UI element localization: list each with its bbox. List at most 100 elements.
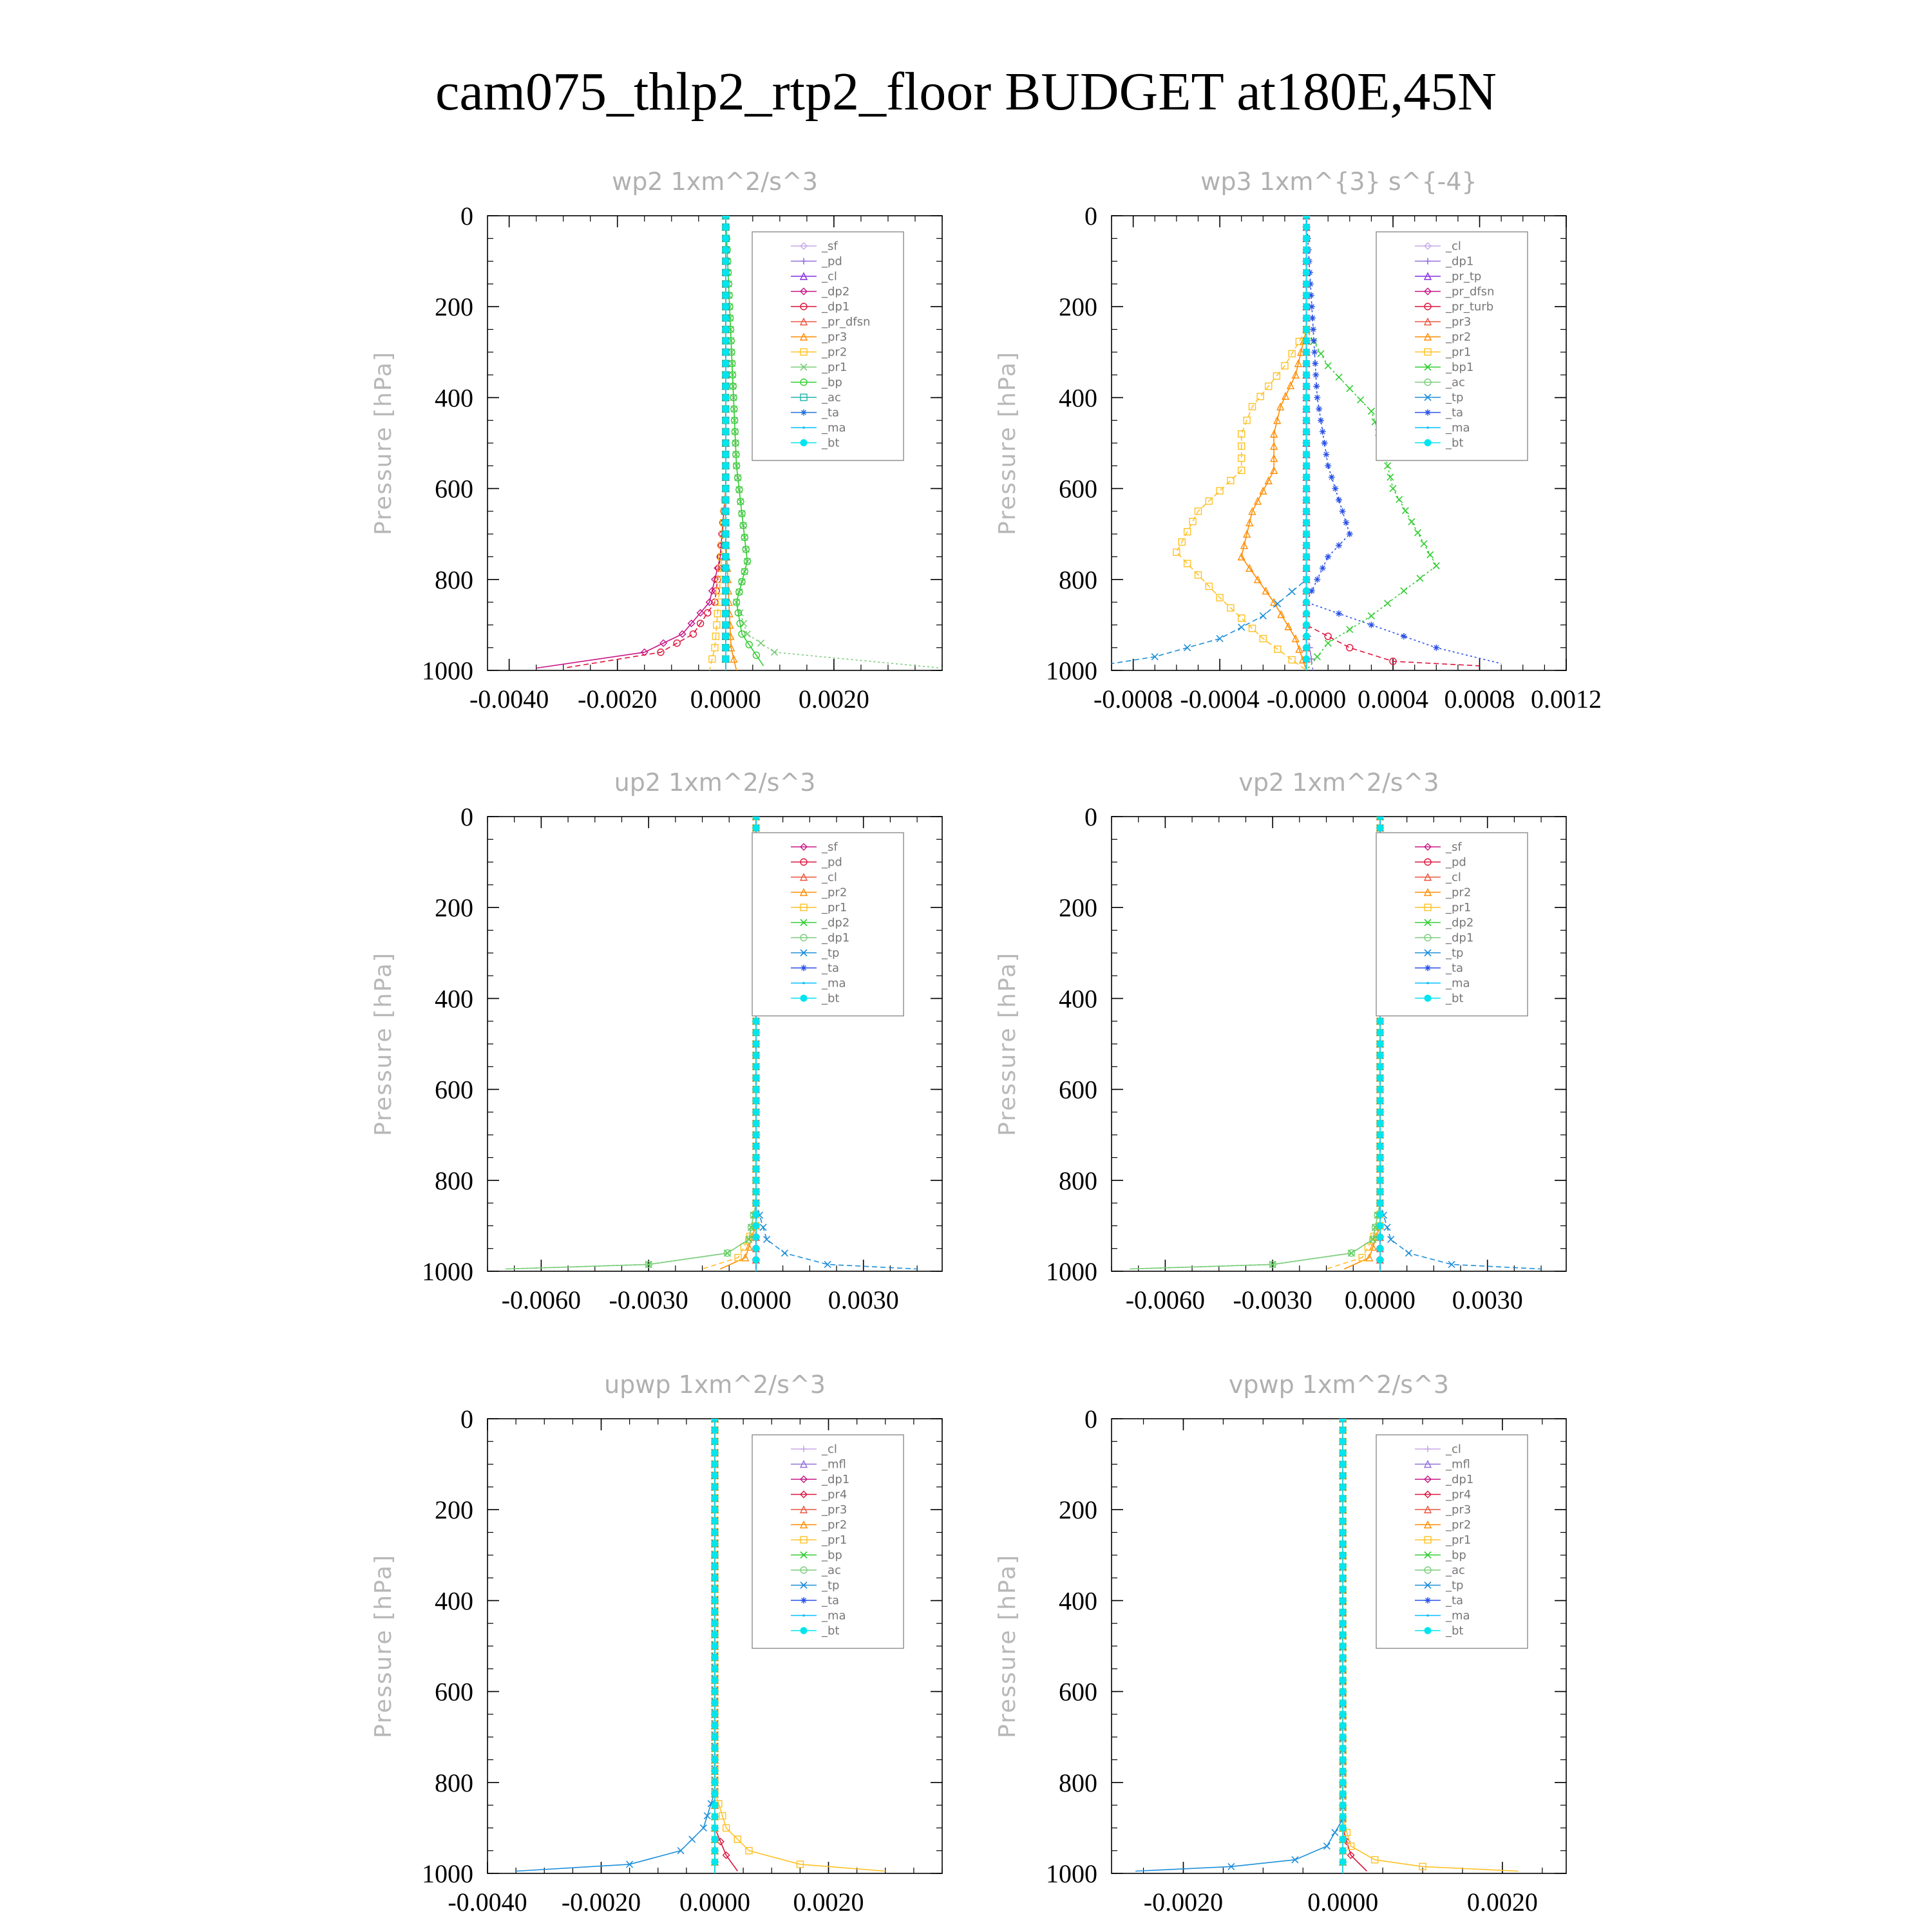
series-marker-bt [1339, 1654, 1347, 1662]
series-marker-bt [1339, 1562, 1347, 1570]
series-marker-bt [711, 1631, 719, 1638]
series-marker-tp [1151, 653, 1159, 661]
panel-4: vp2 1xm^2/s^3 Pressure [hPa] -0.0060 -0.003… [994, 768, 1567, 1314]
series-marker-bt [1376, 1177, 1384, 1184]
series-marker-bt [752, 1063, 760, 1070]
y-tick-label: 200 [1059, 1495, 1097, 1524]
legend-entry: _pd [821, 255, 842, 269]
legend-entry: _ta [1445, 406, 1463, 420]
series-marker-pr2 [1273, 416, 1282, 424]
y-tick-label: 400 [435, 984, 473, 1013]
legend: _sf _pd_cl _dp2_dp1 _pr_dfsn_pr3 _pr2 _pr1 _bp… [752, 231, 904, 461]
series-marker-pr1 [1238, 454, 1245, 462]
series-marker-pr2 [1245, 518, 1254, 527]
y-tick-label: 0 [1084, 1405, 1097, 1434]
legend-entry: _pr1 [1445, 346, 1471, 359]
series-marker-bt [752, 1154, 760, 1161]
legend-marker [800, 1627, 808, 1634]
panel-title: up2 1xm^2/s^3 [614, 768, 816, 797]
series-marker-pr1 [1347, 1842, 1355, 1850]
legend-marker [800, 1536, 808, 1544]
legend-marker [799, 887, 808, 896]
legend-marker [800, 1597, 807, 1604]
series-marker-bt [1303, 326, 1311, 333]
legend-marker [1425, 1597, 1431, 1604]
x-tick-label: 0.0000 [690, 685, 761, 714]
series-marker-bt [722, 439, 730, 447]
legend-marker [1426, 981, 1429, 985]
series-marker-bt [722, 326, 730, 333]
series-marker-bt [722, 610, 730, 618]
legend-marker [1426, 1614, 1429, 1617]
series-marker-pr1 [1238, 614, 1245, 622]
series-marker-ta [1336, 542, 1342, 549]
y-tick-label: 800 [435, 565, 473, 594]
series-marker-pr2 [1240, 541, 1249, 549]
series-marker-bt [711, 1551, 719, 1559]
legend-entry: _ac [1445, 1564, 1465, 1577]
series-marker-bt [722, 485, 730, 493]
series-marker-bp [741, 567, 748, 576]
series-marker-bt [1376, 1222, 1384, 1229]
series-marker-bt [711, 1835, 719, 1843]
legend-marker [800, 1566, 808, 1574]
legend-marker [800, 1490, 808, 1499]
series-marker-bp1 [1387, 473, 1394, 481]
series-marker-bt [711, 1779, 719, 1786]
legend-marker [1424, 994, 1432, 1002]
series-marker-bp1 [1414, 529, 1422, 536]
series-marker-pr_turb [1389, 658, 1397, 665]
legend-entry: _cl [821, 1443, 837, 1456]
legend-marker [800, 994, 808, 1002]
series-marker-pr1 [1256, 392, 1264, 401]
series-marker-bt [711, 1596, 719, 1604]
series-marker-bt [722, 530, 730, 538]
series-marker-pr1 [1194, 507, 1202, 515]
series-marker-bt [711, 1426, 719, 1434]
x-tick-label: -0.0030 [1233, 1285, 1312, 1314]
series-marker-bp1 [1432, 562, 1440, 570]
series-marker-bp1 [1317, 350, 1325, 357]
series-marker-pr2 [1286, 381, 1295, 390]
legend-marker [1423, 873, 1432, 881]
legend-marker [1424, 393, 1432, 401]
series-marker-pr1 [1343, 1828, 1351, 1837]
series-marker-pr2 [713, 621, 721, 629]
legend-marker [1424, 1475, 1432, 1483]
series-marker-pr1 [1265, 383, 1273, 390]
y-tick-label: 200 [435, 1495, 473, 1524]
series-marker-bt [1339, 1620, 1347, 1627]
legend-entry: _bt [821, 437, 839, 450]
series-marker-ta [1312, 372, 1320, 379]
series-marker-ta [1308, 303, 1315, 310]
series-marker-dp2 [687, 620, 696, 628]
legend-marker [799, 1459, 808, 1468]
legend-marker [800, 409, 807, 416]
series-marker-ta [1311, 348, 1318, 355]
legend-entry: _dp1 [1445, 255, 1473, 269]
y-tick-label: 1000 [422, 656, 473, 685]
legend-marker [800, 934, 808, 942]
series-marker-bt [1376, 1142, 1384, 1150]
series-marker-bt [1303, 428, 1311, 435]
series-marker-bt [722, 462, 730, 469]
series-marker-pr1 [1281, 362, 1289, 370]
series-marker-ta [1316, 406, 1323, 413]
series-marker-bt [722, 303, 730, 310]
legend-entry: _cl [1445, 1443, 1461, 1456]
series-marker-bt [722, 393, 730, 401]
series-marker-bt [1376, 1165, 1384, 1173]
series-marker-bt [1339, 1437, 1347, 1445]
series-marker-bt [1339, 1517, 1347, 1525]
series-marker-pr2 [1365, 1253, 1374, 1262]
series-marker-bt [722, 348, 730, 356]
series-marker-bt [722, 587, 730, 594]
series-marker-bt [711, 1449, 719, 1457]
legend-entry: _pr1 [1445, 901, 1471, 914]
legend-marker [1424, 1627, 1432, 1634]
legend-entry: _bp [821, 376, 842, 390]
legend-marker [800, 843, 808, 851]
series-marker-pr1 [1259, 634, 1267, 643]
series-marker-dp2 [696, 609, 705, 617]
